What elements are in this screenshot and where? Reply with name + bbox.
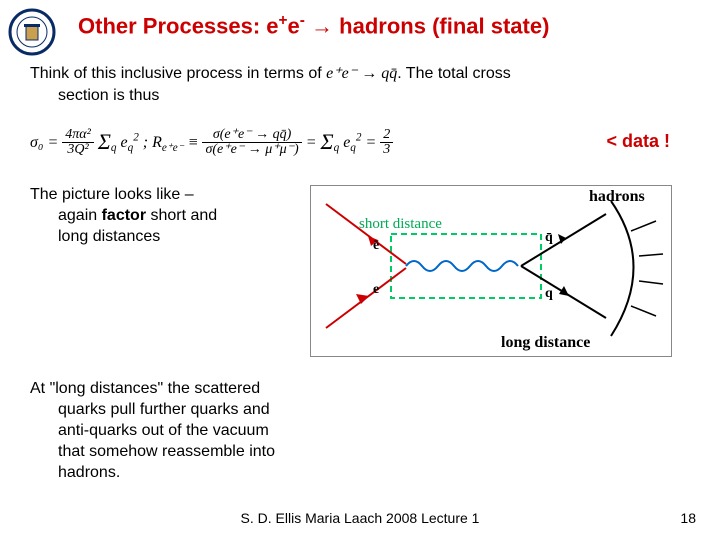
university-logo-icon	[8, 8, 56, 56]
data-note: < data !	[606, 131, 670, 152]
cross-section-formula: σ₀ = 4πα²3Q² Σq eq2 ; Re⁺e⁻ ≡ σ(e⁺e⁻ → q…	[30, 127, 393, 158]
footer-text: S. D. Ellis Maria Laach 2008 Lecture 1	[0, 510, 720, 526]
label-e: e	[373, 282, 379, 298]
label-short-distance: short distance	[359, 216, 442, 233]
picture-description: The picture looks like – again factor sh…	[30, 185, 290, 247]
long-distance-text: At "long distances" the scattered quarks…	[30, 379, 350, 483]
equation-row: σ₀ = 4πα²3Q² Σq eq2 ; Re⁺e⁻ ≡ σ(e⁺e⁻ → q…	[30, 127, 690, 158]
label-qbar: q̄	[545, 230, 553, 246]
label-long-distance: long distance	[501, 334, 590, 352]
feynman-diagram: ē e q̄ q hadrons short distance long dis…	[310, 185, 672, 357]
intro-text: Think of this inclusive process in terms…	[30, 63, 690, 106]
label-hadrons: hadrons	[589, 188, 645, 206]
page-number: 18	[680, 510, 696, 526]
slide-title: Other Processes: e+e- → hadrons (final s…	[78, 12, 690, 39]
label-ebar: ē	[373, 238, 379, 254]
label-q: q	[545, 286, 553, 302]
